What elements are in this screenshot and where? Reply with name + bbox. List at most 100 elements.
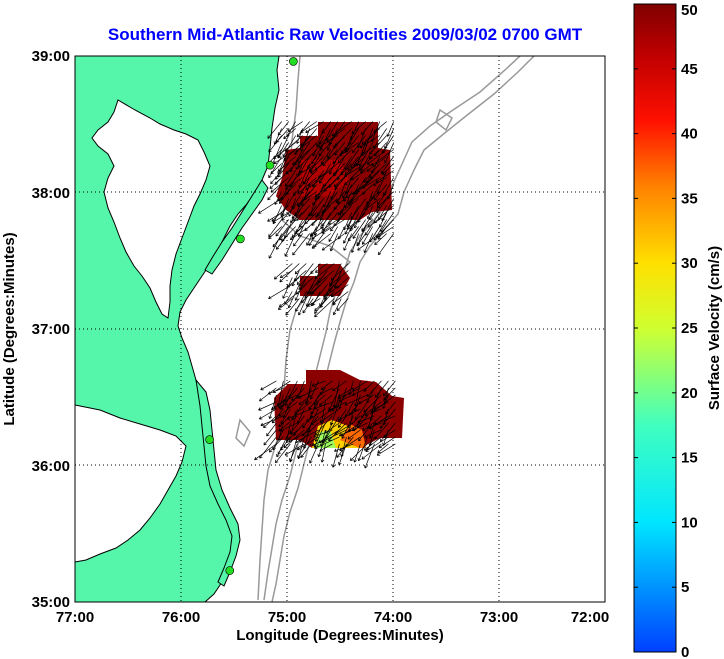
velocity-vector bbox=[285, 298, 300, 316]
velocity-vector bbox=[333, 128, 352, 149]
plot-area bbox=[74, 55, 606, 603]
velocity-vector bbox=[289, 415, 305, 435]
velocity-vector bbox=[258, 401, 277, 411]
velocity-vector bbox=[315, 270, 335, 286]
velocity-vector bbox=[260, 415, 284, 427]
velocity-vector bbox=[306, 408, 326, 422]
velocity-vector bbox=[366, 149, 387, 165]
velocity-vector bbox=[300, 443, 312, 458]
velocity-vector bbox=[363, 135, 380, 146]
velocity-vector bbox=[347, 415, 361, 428]
velocity-vector bbox=[342, 177, 359, 199]
velocity-vector bbox=[372, 177, 387, 186]
velocity-vector bbox=[258, 408, 277, 420]
velocity-vector bbox=[328, 226, 339, 242]
velocity-vector bbox=[314, 156, 331, 171]
colorbar-tick-label: 45 bbox=[681, 61, 698, 78]
velocity-vector bbox=[304, 219, 317, 232]
velocity-vector bbox=[296, 121, 310, 138]
contour-canyon-2 bbox=[435, 108, 453, 132]
velocity-vector bbox=[310, 198, 324, 216]
velocity-vector bbox=[270, 163, 282, 175]
velocity-vector bbox=[367, 219, 380, 228]
velocity-vector bbox=[363, 394, 382, 413]
velocity-vector bbox=[308, 233, 317, 246]
velocity-vector bbox=[360, 163, 373, 173]
velocity-vector bbox=[352, 380, 368, 391]
velocity-vector bbox=[317, 163, 338, 179]
radar-station-marker bbox=[205, 435, 214, 444]
velocity-vector bbox=[310, 408, 333, 426]
velocity-vector bbox=[329, 233, 339, 252]
velocity-vector bbox=[357, 198, 373, 223]
velocity-vector bbox=[316, 198, 338, 217]
x-tick-label: 76:00 bbox=[162, 609, 200, 626]
radar-stations bbox=[205, 57, 298, 575]
velocity-vector bbox=[331, 121, 352, 137]
velocity-vector bbox=[363, 163, 380, 183]
velocity-vector bbox=[296, 191, 317, 206]
velocity-vector bbox=[376, 198, 387, 214]
velocity-vector bbox=[326, 128, 345, 143]
velocity-vector bbox=[319, 408, 340, 423]
velocity-vector bbox=[295, 291, 307, 312]
velocity-vector bbox=[330, 284, 349, 298]
velocity-vector bbox=[277, 163, 289, 178]
velocity-vector bbox=[286, 387, 305, 409]
velocity-vector bbox=[297, 436, 312, 459]
velocity-vector bbox=[381, 135, 394, 154]
velocity-vector bbox=[332, 298, 342, 316]
velocity-vector bbox=[272, 226, 289, 248]
velocity-vector bbox=[297, 177, 317, 194]
velocity-vector bbox=[277, 121, 289, 136]
velocity-vector bbox=[312, 135, 325, 157]
velocity-vector bbox=[330, 263, 349, 281]
velocity-vector bbox=[304, 387, 312, 405]
velocity-vector bbox=[313, 394, 326, 405]
velocity-vector bbox=[350, 198, 366, 220]
velocity-vector bbox=[323, 429, 347, 442]
velocity-vector bbox=[268, 436, 284, 453]
velocity-vector bbox=[375, 170, 394, 183]
velocity-vector bbox=[318, 142, 331, 157]
velocity-vector bbox=[321, 219, 345, 234]
velocity-vector bbox=[354, 401, 368, 421]
velocity-vector bbox=[277, 298, 293, 310]
velocity-vector bbox=[259, 387, 277, 402]
velocity-vector bbox=[364, 198, 380, 211]
velocity-vector bbox=[292, 149, 310, 166]
velocity-vector bbox=[297, 298, 307, 316]
velocity-vector bbox=[321, 121, 331, 134]
velocity-vector bbox=[347, 156, 359, 171]
velocity-vector bbox=[374, 415, 396, 426]
velocity-vector bbox=[381, 198, 395, 221]
y-tick-label: 35:00 bbox=[32, 594, 70, 611]
velocity-vector bbox=[291, 198, 310, 219]
velocity-vector bbox=[373, 394, 396, 412]
velocity-vector bbox=[324, 422, 340, 434]
x-tick-label: 73:00 bbox=[480, 609, 518, 626]
velocity-vector bbox=[361, 226, 374, 245]
velocity-vector bbox=[275, 219, 289, 237]
gridlines bbox=[75, 56, 605, 602]
velocity-vector bbox=[381, 163, 394, 176]
velocity-vector bbox=[294, 401, 312, 415]
velocity-vector bbox=[254, 443, 277, 461]
velocity-vector bbox=[295, 135, 317, 153]
velocity-vector bbox=[314, 401, 333, 410]
velocity-vector bbox=[377, 191, 387, 206]
velocity-vector bbox=[366, 156, 387, 172]
velocity-vector bbox=[309, 156, 324, 171]
velocity-vector bbox=[352, 387, 368, 396]
velocity-vector bbox=[378, 436, 396, 449]
velocity-vector bbox=[312, 191, 324, 206]
velocity-vector bbox=[311, 226, 331, 240]
velocity-vector bbox=[263, 429, 277, 446]
velocity-vector bbox=[376, 191, 394, 209]
velocity-vector bbox=[343, 184, 353, 202]
x-tick-label: 74:00 bbox=[374, 609, 412, 626]
velocity-vector bbox=[374, 380, 389, 398]
velocity-vector bbox=[344, 219, 353, 235]
